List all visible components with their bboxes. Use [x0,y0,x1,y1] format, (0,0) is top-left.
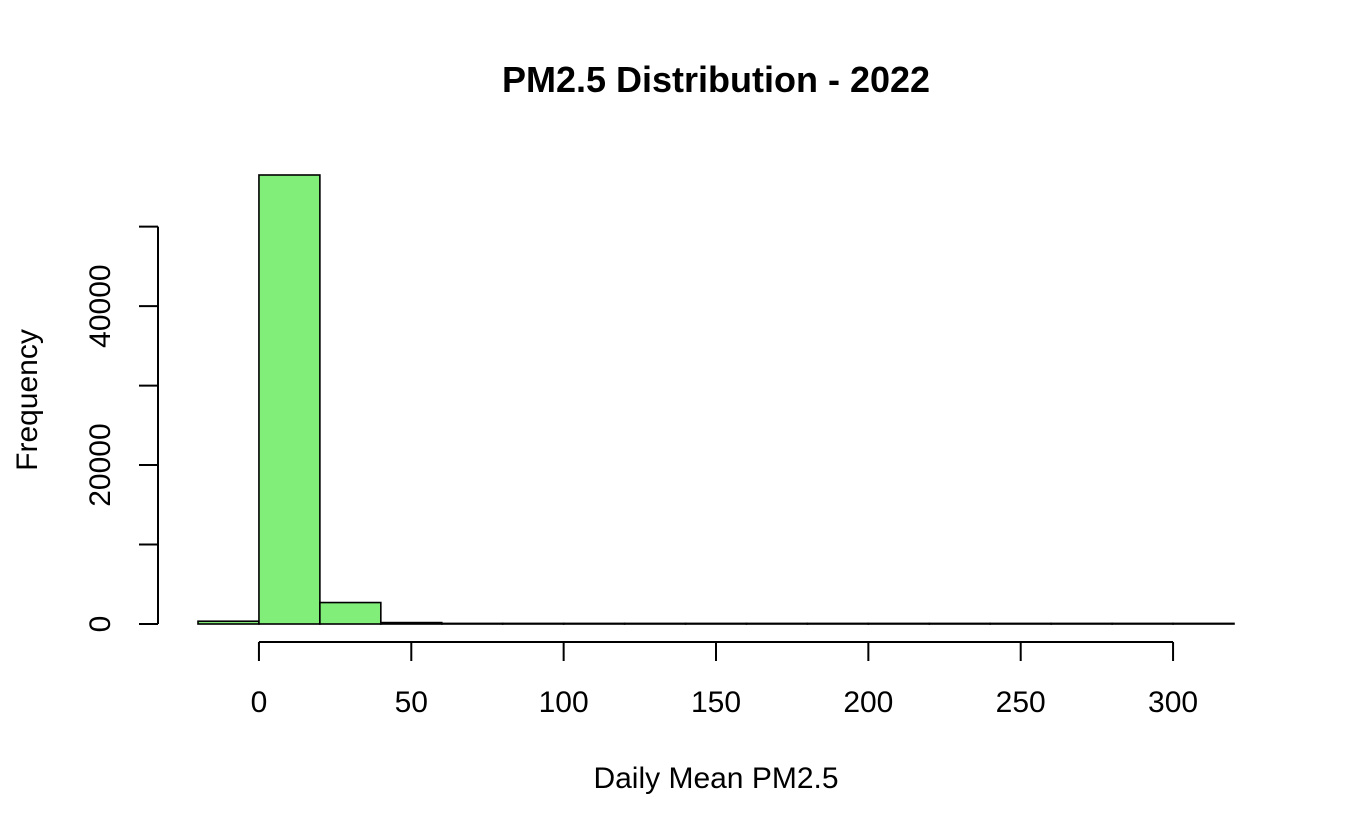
y-axis: 0 20000 40000 [84,225,159,633]
histogram-bar [562,622,626,625]
x-tick-label: 300 [1148,686,1198,719]
y-tick-label: 40000 [84,264,117,347]
x-axis: 0 50 100 150 200 250 300 [251,641,1198,719]
x-tick-label: 50 [395,686,428,719]
histogram-bar [1172,622,1235,625]
histogram-bar [319,601,382,625]
y-axis-label: Frequency [11,329,44,471]
x-tick-label: 250 [996,686,1046,719]
x-axis-label: Daily Mean PM2.5 [593,762,838,795]
histogram-bar [501,622,565,625]
histogram-bar [440,622,504,625]
x-tick-label: 100 [539,686,589,719]
x-tick-label: 200 [843,686,893,719]
histogram-bar [380,621,443,625]
histogram-bar [684,622,748,625]
histogram-bar [928,622,992,625]
y-tick-label: 20000 [84,423,117,506]
x-tick-label: 0 [251,686,268,719]
histogram-bar [867,622,931,625]
histogram-bar [745,622,809,625]
histogram-bar [1050,622,1113,625]
chart-title: PM2.5 Distribution - 2022 [502,59,930,100]
histogram-bar [258,174,321,625]
x-tick-label: 150 [691,686,741,719]
bars-group [197,174,1235,625]
histogram-bar [989,622,1052,625]
histogram-bar [1111,622,1174,625]
histogram-bar [197,620,260,625]
histogram-bar [806,622,870,625]
y-tick-label: 0 [84,616,117,633]
histogram-bar [623,622,687,625]
